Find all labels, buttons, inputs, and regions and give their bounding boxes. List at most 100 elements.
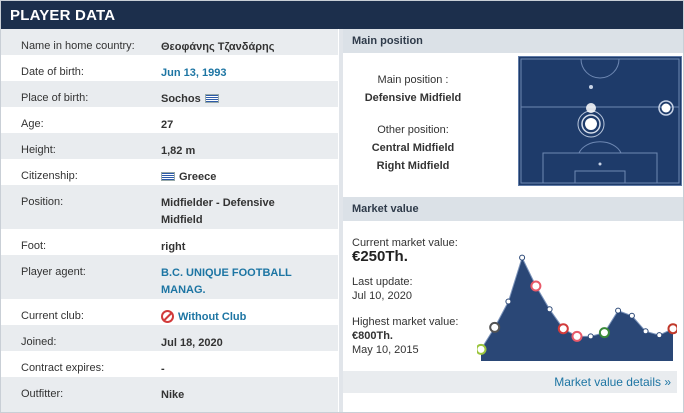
main-position-value: Defensive Midfield	[364, 92, 462, 104]
chart-point[interactable]	[587, 333, 594, 340]
row-outfitter: Outfitter: Nike	[1, 377, 338, 412]
club-crest-point[interactable]	[477, 343, 487, 355]
greece-flag-icon	[161, 172, 175, 181]
row-label: Current club:	[21, 310, 84, 322]
row-label: Contract expires:	[21, 362, 105, 374]
main-position-label: Main position :	[377, 74, 449, 86]
position-marker-ring	[658, 100, 674, 116]
pitch-penalty-area	[542, 152, 658, 184]
chart-point[interactable]	[628, 312, 635, 319]
highest-value-label: Highest market value:	[352, 316, 459, 328]
row-value: -	[161, 363, 165, 375]
row-place-of-birth: Place of birth: Sochos	[1, 81, 338, 107]
highest-value-block: Highest market value: €800Th. May 10, 20…	[352, 315, 458, 357]
row-label: Position:	[21, 196, 64, 208]
row-label: Height:	[21, 144, 56, 156]
highest-value: €800Th.	[352, 330, 393, 342]
club-crest-point[interactable]	[489, 321, 501, 333]
current-value: €250Th.	[352, 248, 408, 265]
greece-flag-icon	[204, 94, 219, 103]
section-title: Market value	[352, 203, 419, 215]
club-crest-point[interactable]	[530, 280, 542, 292]
row-label: Player agent:	[21, 266, 86, 278]
main-position-header: Main position	[343, 29, 683, 53]
club-text: Without Club	[178, 311, 247, 323]
market-value-details-link[interactable]: Market value details »	[554, 375, 671, 389]
main-position-marker	[585, 118, 597, 130]
main-position-text: Main position : Defensive Midfield	[343, 71, 483, 107]
row-position: Position: Midfielder - Defensive Midfiel…	[1, 185, 338, 229]
right-column: Main position Main position : Defensive …	[343, 29, 683, 412]
position-marker-ring	[581, 114, 601, 134]
row-label: Age:	[21, 118, 44, 130]
row-name: Name in home country: Θεοφάνης Τζανδάρης	[1, 29, 338, 55]
last-update-value: Jul 10, 2020	[352, 290, 412, 302]
chart-point[interactable]	[642, 328, 649, 335]
other-position-value: Right Midfield	[376, 160, 450, 172]
market-value-header: Market value	[343, 197, 683, 221]
row-label: Citizenship:	[21, 170, 78, 182]
pitch-center-circle-top	[580, 58, 620, 79]
row-foot: Foot: right	[1, 229, 338, 255]
current-club-link[interactable]: Without Club	[161, 309, 246, 326]
chart-point[interactable]	[519, 254, 526, 261]
other-position-label: Other position:	[377, 124, 449, 136]
pitch-center-spot	[589, 85, 593, 89]
right-midfield-marker	[661, 103, 671, 113]
chart-point[interactable]	[615, 307, 622, 314]
market-value-footer: Market value details »	[343, 371, 677, 393]
section-title: Main position	[352, 35, 423, 47]
row-value: Greece	[161, 169, 216, 186]
row-value: Sochos	[161, 91, 219, 108]
last-update-block: Last update: Jul 10, 2020	[352, 275, 413, 303]
row-label: Name in home country:	[21, 40, 135, 52]
row-label: Foot:	[21, 240, 47, 252]
row-agent: Player agent: B.C. UNIQUE FOOTBALL MANAG…	[1, 255, 338, 299]
club-crest-point[interactable]	[598, 327, 610, 339]
row-value: 27	[161, 119, 174, 131]
row-joined: Joined: Jul 18, 2020	[1, 325, 338, 351]
pitch-penalty-spot	[598, 162, 602, 166]
row-height: Height: 1,82 m	[1, 133, 338, 159]
other-position-text: Other position: Central Midfield Right M…	[343, 121, 483, 175]
chart-point[interactable]	[656, 332, 663, 339]
last-update-label: Last update:	[352, 276, 413, 288]
chart-point[interactable]	[546, 306, 553, 313]
row-value: 1,82 m	[161, 145, 196, 157]
row-label: Joined:	[21, 336, 57, 348]
current-value-block: Current market value: €250Th.	[352, 236, 458, 264]
position-pitch	[518, 56, 682, 186]
row-value: Θεοφάνης Τζανδάρης	[161, 41, 275, 53]
without-club-icon	[161, 310, 174, 323]
other-position-value: Central Midfield	[371, 142, 455, 154]
current-value-label: Current market value:	[352, 237, 458, 249]
row-value: right	[161, 241, 186, 253]
main-position-box: Main position : Defensive Midfield Other…	[343, 53, 683, 189]
player-info-table: Name in home country: Θεοφάνης Τζανδάρης…	[1, 29, 338, 412]
chart-area	[481, 257, 673, 361]
row-value: Jul 18, 2020	[161, 337, 223, 349]
row-label: Outfitter:	[21, 388, 64, 400]
chart-point[interactable]	[505, 298, 512, 305]
row-contract: Contract expires: -	[1, 351, 338, 377]
club-crest-point[interactable]	[557, 323, 569, 335]
row-citizenship: Citizenship: Greece	[1, 159, 338, 185]
agent-link[interactable]: B.C. UNIQUE FOOTBALL MANAG.	[161, 267, 292, 296]
row-current-club: Current club: Without Club	[1, 299, 338, 325]
row-label: Date of birth:	[21, 66, 84, 78]
panel-title: PLAYER DATA	[10, 7, 116, 24]
row-age: Age: 27	[1, 107, 338, 133]
market-value-chart[interactable]	[477, 249, 677, 369]
other-position-marker	[586, 103, 596, 113]
club-crest-point[interactable]	[667, 323, 678, 335]
pitch-penalty-arc	[578, 141, 622, 154]
panel-header: PLAYER DATA	[1, 1, 683, 29]
column-divider	[339, 29, 343, 412]
row-dob: Date of birth: Jun 13, 1993	[1, 55, 338, 81]
row-value: Nike	[161, 389, 185, 401]
row-value: Midfielder - Defensive Midfield	[161, 197, 275, 226]
dob-link[interactable]: Jun 13, 1993	[161, 67, 227, 79]
citizenship-text: Greece	[179, 171, 217, 183]
club-crest-point[interactable]	[571, 330, 583, 342]
